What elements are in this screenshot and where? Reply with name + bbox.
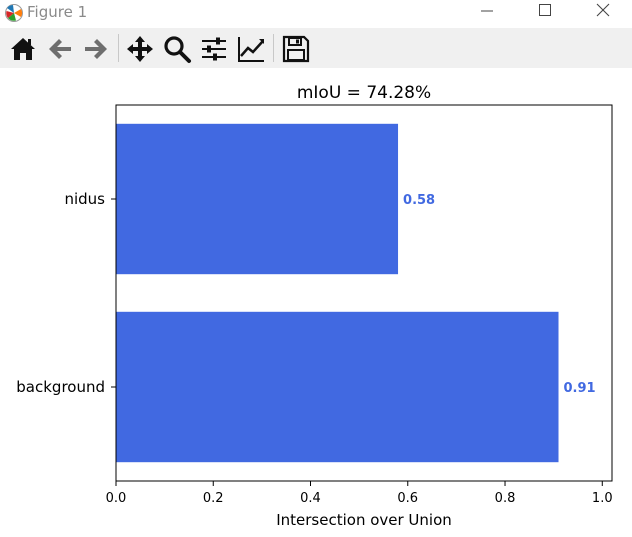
y-tick-label-nidus: nidus <box>64 190 105 208</box>
configure-subplots-button[interactable] <box>199 34 229 64</box>
bar-nidus <box>116 123 399 275</box>
home-button[interactable] <box>8 34 38 64</box>
x-tick-label: 0.0 <box>106 491 127 506</box>
configure-subplots-icon <box>202 37 226 61</box>
zoom-icon <box>164 36 191 63</box>
toolbar-separator <box>118 34 119 62</box>
forward-arrow-icon <box>85 39 107 59</box>
bar-background <box>116 311 559 463</box>
chart-title: mIoU = 74.28% <box>297 83 431 103</box>
save-button[interactable] <box>281 34 311 64</box>
edit-axes-icon <box>238 37 264 62</box>
x-tick-label: 1.0 <box>592 491 613 506</box>
window-title: Figure 1 <box>27 3 88 21</box>
back-arrow-icon <box>49 39 71 59</box>
axes-frame <box>115 104 613 482</box>
pan-icon <box>127 36 153 62</box>
back-button[interactable] <box>45 34 75 64</box>
zoom-button[interactable] <box>162 34 192 64</box>
edit-axes-button[interactable] <box>236 34 266 64</box>
maximize-button[interactable] <box>516 0 574 28</box>
figure-canvas[interactable]: mIoU = 74.28% 0.0 0.2 0.4 0.6 0.8 1.0 backgro… <box>0 68 632 533</box>
title-bar: Figure 1 <box>0 0 632 28</box>
x-tick-label: 0.4 <box>300 491 321 506</box>
toolbar-separator <box>273 34 274 62</box>
save-icon <box>282 35 310 63</box>
value-label-nidus: 0.58 <box>403 193 435 208</box>
x-tick-label: 0.8 <box>495 491 516 506</box>
close-icon <box>596 3 610 17</box>
maximize-icon <box>539 4 551 16</box>
x-axis-label: Intersection over Union <box>276 511 452 529</box>
matplotlib-logo-icon <box>5 4 23 22</box>
forward-button[interactable] <box>81 34 111 64</box>
x-tick-label: 0.2 <box>203 491 224 506</box>
x-tick-label: 0.6 <box>397 491 418 506</box>
minimize-button[interactable] <box>458 0 516 28</box>
bar-chart: mIoU = 74.28% 0.0 0.2 0.4 0.6 0.8 1.0 backgro… <box>16 83 613 529</box>
navigation-toolbar <box>0 28 632 68</box>
y-tick-label-background: background <box>16 378 105 396</box>
pan-button[interactable] <box>125 34 155 64</box>
home-icon <box>11 38 35 60</box>
minimize-icon <box>481 10 493 12</box>
close-window-button[interactable] <box>574 0 632 28</box>
value-label-background: 0.91 <box>564 381 596 396</box>
